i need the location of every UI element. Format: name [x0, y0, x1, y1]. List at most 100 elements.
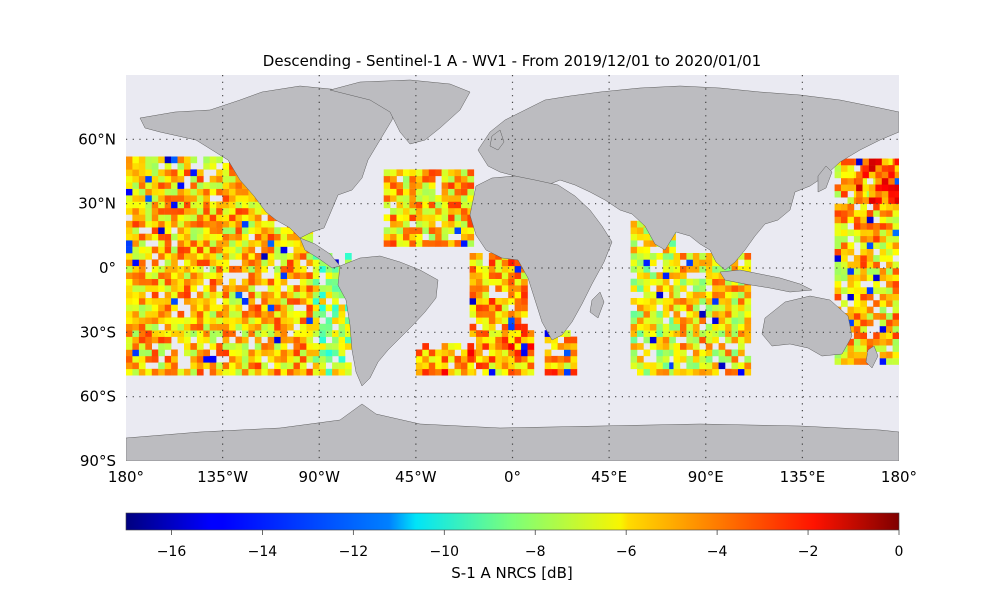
- nrcs-cell: [209, 201, 217, 209]
- nrcs-cell: [705, 362, 713, 370]
- nrcs-cell: [196, 278, 204, 286]
- nrcs-cell: [332, 343, 339, 350]
- nrcs-cell: [158, 240, 165, 247]
- nrcs-cell: [501, 304, 509, 312]
- nrcs-cell: [280, 291, 288, 299]
- nrcs-cell: [164, 220, 172, 228]
- nrcs-cell: [145, 195, 152, 202]
- nrcs-cell: [544, 336, 552, 344]
- nrcs-cell: [643, 304, 651, 312]
- nrcs-cell: [725, 355, 732, 363]
- nrcs-cell: [415, 208, 423, 215]
- nrcs-cell: [860, 255, 867, 262]
- nrcs-cell: [692, 265, 700, 273]
- nrcs-cell: [488, 310, 496, 318]
- nrcs-cell: [274, 265, 281, 273]
- nrcs-cell: [222, 220, 230, 228]
- nrcs-cell: [151, 298, 159, 305]
- nrcs-cell: [190, 188, 198, 196]
- nrcs-cell: [332, 278, 339, 286]
- nrcs-cell: [261, 208, 268, 215]
- land-greenland: [329, 79, 471, 145]
- nrcs-cell: [196, 169, 204, 177]
- nrcs-cell: [495, 310, 502, 318]
- nrcs-cell: [164, 201, 172, 209]
- nrcs-cell: [467, 355, 475, 363]
- nrcs-cell: [222, 368, 230, 376]
- nrcs-cell: [203, 285, 210, 292]
- nrcs-cell: [203, 349, 210, 357]
- nrcs-cell: [138, 310, 146, 318]
- nrcs-cell: [718, 349, 726, 357]
- nrcs-cell: [744, 310, 752, 318]
- nrcs-cell: [860, 203, 867, 211]
- nrcs-cell: [643, 336, 651, 344]
- nrcs-cell: [306, 285, 314, 292]
- nrcs-cell: [649, 272, 657, 279]
- nrcs-cell: [637, 272, 644, 279]
- nrcs-cell: [725, 265, 732, 273]
- nrcs-cell: [847, 210, 855, 217]
- nrcs-cell: [209, 220, 217, 228]
- nrcs-cell: [637, 310, 644, 318]
- nrcs-cell: [332, 272, 339, 279]
- nrcs-cell: [699, 349, 706, 357]
- nrcs-cell: [448, 355, 455, 363]
- nrcs-cell: [521, 304, 528, 312]
- nrcs-cell: [476, 310, 483, 318]
- nrcs-cell: [892, 268, 899, 275]
- nrcs-cell: [312, 323, 320, 331]
- nrcs-cell: [853, 345, 861, 352]
- nrcs-cell: [293, 310, 301, 318]
- nrcs-cell: [521, 323, 528, 331]
- nrcs-cell: [132, 240, 140, 247]
- nrcs-cell: [866, 274, 874, 282]
- nrcs-cell: [132, 323, 140, 331]
- nrcs-cell: [527, 355, 535, 363]
- nrcs-cell: [853, 332, 861, 339]
- nrcs-cell: [126, 169, 133, 177]
- nrcs-cell: [892, 287, 899, 294]
- nrcs-cell: [138, 246, 146, 254]
- nrcs-cell: [138, 336, 146, 344]
- nrcs-cell: [299, 278, 307, 286]
- nrcs-cell: [216, 265, 223, 273]
- nrcs-cell: [184, 188, 191, 196]
- nrcs-cell: [731, 336, 739, 344]
- nrcs-cell: [132, 195, 140, 202]
- nrcs-cell: [203, 355, 210, 363]
- nrcs-cell: [860, 358, 867, 365]
- nrcs-cell: [229, 330, 236, 337]
- nrcs-cell: [692, 355, 700, 363]
- nrcs-cell: [132, 278, 140, 286]
- nrcs-cell: [164, 214, 172, 222]
- nrcs-cell: [860, 235, 867, 243]
- nrcs-cell: [235, 310, 243, 318]
- nrcs-cell: [673, 298, 681, 305]
- nrcs-cell: [886, 300, 893, 307]
- nrcs-cell: [171, 169, 178, 177]
- nrcs-cell: [886, 358, 893, 365]
- nrcs-cell: [222, 285, 230, 292]
- nrcs-cell: [248, 323, 256, 331]
- nrcs-cell: [834, 190, 842, 198]
- nrcs-cell: [435, 201, 442, 209]
- nrcs-cell: [254, 323, 262, 331]
- nrcs-cell: [428, 169, 436, 177]
- nrcs-cell: [190, 355, 198, 363]
- nrcs-cell: [847, 197, 855, 204]
- nrcs-cell: [126, 336, 133, 344]
- nrcs-cell: [501, 336, 509, 344]
- nrcs-cell: [488, 259, 496, 267]
- nrcs-cell: [680, 368, 687, 376]
- nrcs-cell: [744, 330, 752, 337]
- nrcs-cell: [158, 246, 165, 254]
- nrcs-cell: [744, 285, 752, 292]
- nrcs-cell: [209, 368, 217, 376]
- nrcs-cell: [190, 343, 198, 350]
- nrcs-cell: [656, 330, 664, 337]
- nrcs-cell: [164, 156, 172, 164]
- nrcs-cell: [422, 214, 429, 222]
- nrcs-cell: [216, 349, 223, 357]
- nrcs-cell: [495, 330, 502, 337]
